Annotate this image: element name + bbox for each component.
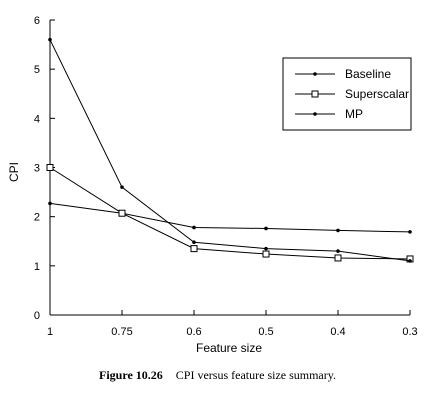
x-tick-label: 0.5 — [258, 326, 273, 338]
x-tick-label: 0.75 — [111, 326, 132, 338]
data-point-baseline — [48, 201, 52, 206]
x-tick-label: 1 — [47, 326, 53, 338]
y-tick-label: 0 — [34, 310, 40, 322]
legend-marker-mp — [313, 112, 317, 116]
legend-marker-baseline — [313, 72, 317, 76]
y-tick-label: 2 — [34, 212, 40, 224]
data-point-superscalar — [118, 209, 126, 217]
y-tick-label: 6 — [34, 15, 40, 27]
data-point-mp — [120, 185, 124, 189]
legend-marker-superscalar — [311, 90, 319, 98]
figure-caption: Figure 10.26 CPI versus feature size sum… — [0, 368, 435, 383]
data-point-superscalar — [262, 250, 270, 258]
data-point-mp — [408, 259, 412, 263]
y-axis-label: CPI — [7, 162, 21, 182]
figure-number: Figure 10.26 — [99, 368, 163, 382]
series-line-mp — [49, 39, 411, 262]
series-line-superscalar — [49, 167, 411, 260]
legend-label-superscalar: Superscalar — [345, 87, 409, 101]
series-mp — [48, 37, 412, 263]
y-tick-label: 5 — [34, 64, 40, 76]
data-point-mp — [192, 240, 196, 245]
chart-series — [46, 37, 414, 263]
data-point-mp — [336, 249, 340, 253]
x-axis-label: Feature size — [196, 341, 262, 355]
data-point-baseline — [264, 226, 268, 231]
data-point-superscalar — [334, 254, 342, 262]
series-baseline — [48, 201, 412, 234]
x-tick-label: 0.4 — [330, 326, 345, 338]
data-point-mp — [48, 37, 52, 42]
data-point-superscalar — [190, 245, 198, 253]
caption-text: CPI versus feature size summary. — [175, 368, 336, 382]
data-point-baseline — [192, 225, 196, 230]
legend-label-mp: MP — [345, 107, 363, 121]
data-point-mp — [264, 246, 268, 251]
data-point-baseline — [408, 230, 412, 234]
series-line-baseline — [49, 202, 411, 233]
legend-label-baseline: Baseline — [345, 67, 391, 81]
y-tick-label: 3 — [34, 163, 40, 175]
data-point-superscalar — [46, 164, 54, 171]
y-tick-label: 1 — [34, 261, 40, 273]
x-tick-label: 0.6 — [186, 326, 201, 338]
y-tick-label: 4 — [34, 113, 40, 125]
x-tick-label: 0.3 — [402, 326, 417, 338]
data-point-baseline — [336, 228, 340, 233]
chart-legend: Baseline Superscalar MP — [282, 57, 412, 131]
series-superscalar — [46, 164, 414, 263]
